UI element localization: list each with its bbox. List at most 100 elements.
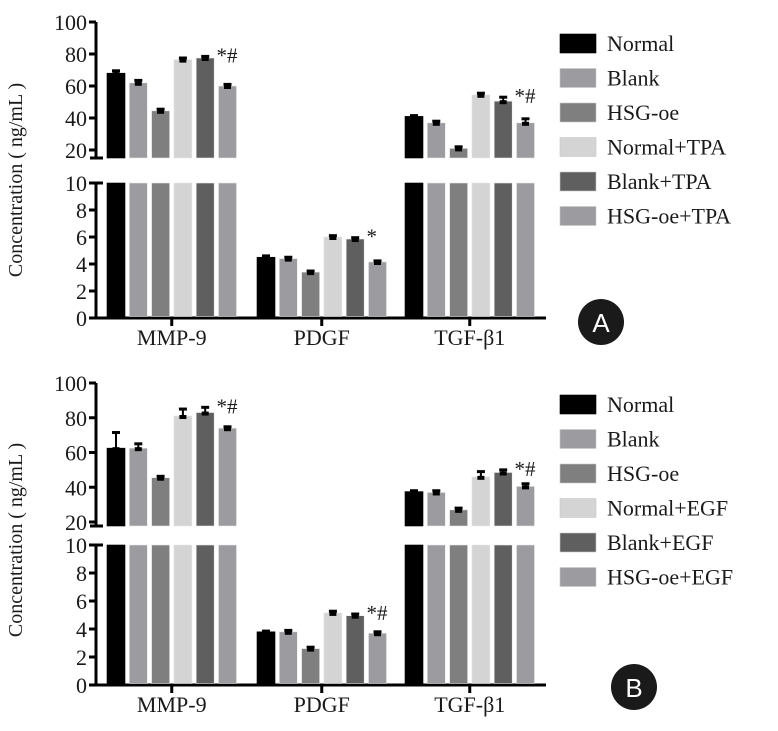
- error-mark: [307, 271, 315, 276]
- panel-badge-label: A: [592, 308, 610, 338]
- error-mark: [522, 121, 529, 126]
- x-tick-label: TGF-β1: [434, 325, 505, 350]
- significance-annotation: *#: [217, 394, 239, 418]
- bar: [151, 477, 170, 527]
- legend-label: HSG-oe: [607, 100, 679, 125]
- error-mark: [112, 72, 120, 77]
- bar: [173, 59, 193, 159]
- bar: [278, 631, 298, 684]
- bar: [195, 412, 215, 527]
- y-tick-label: 60: [65, 441, 87, 466]
- legend-swatch: [559, 498, 597, 518]
- x-tick-label: PDGF: [294, 325, 350, 350]
- bar: [323, 612, 343, 684]
- error-mark: [455, 147, 463, 152]
- legend-label: Blank: [607, 427, 660, 452]
- y-tick-label: 2: [76, 279, 87, 304]
- y-tick-label: 20: [65, 510, 87, 535]
- bar: [368, 261, 387, 317]
- error-mark: [157, 476, 165, 481]
- bar: [516, 486, 535, 527]
- y-tick-label: 80: [65, 406, 87, 431]
- bar: [106, 544, 126, 684]
- bar: [195, 182, 215, 317]
- panel-badge: [611, 664, 657, 710]
- error-mark: [201, 57, 209, 61]
- y-tick-label: 10: [65, 171, 87, 196]
- panel-b: 20 40 60 80 100 0 2 4 6 8 10 Concentration ( ng/mL …: [5, 371, 733, 717]
- bar: [404, 182, 424, 317]
- legend-swatch: [559, 567, 597, 587]
- bar: [195, 57, 215, 159]
- x-tick-label: TGF-β1: [434, 692, 505, 717]
- bar: [151, 110, 170, 159]
- legend-swatch: [559, 206, 597, 226]
- x-tick-label: MMP-9: [137, 692, 207, 717]
- y-axis-label: Concentration ( ng/mL ): [5, 443, 27, 637]
- error-mark: [112, 447, 120, 452]
- legend-swatch: [559, 33, 597, 54]
- bar: [301, 271, 320, 317]
- y-tick-label: 10: [65, 533, 87, 558]
- y-tick-label: 4: [76, 252, 87, 277]
- legend-label: Blank: [607, 66, 660, 91]
- legend-label: Normal: [607, 31, 674, 56]
- x-tick-label: MMP-9: [137, 325, 207, 350]
- significance-annotation: *#: [515, 84, 537, 108]
- bar: [404, 491, 424, 527]
- panel-badge-label: B: [625, 673, 642, 703]
- y-tick-label: 100: [54, 371, 87, 396]
- error-mark: [284, 257, 292, 262]
- bar: [195, 544, 215, 684]
- error-mark: [329, 611, 337, 616]
- error-mark: [455, 508, 463, 513]
- bar: [173, 544, 193, 684]
- legend-swatch: [559, 463, 597, 484]
- bar: [106, 182, 126, 317]
- error-mark: [179, 415, 187, 420]
- bar: [426, 544, 446, 684]
- bar: [471, 476, 491, 527]
- panel-badge: [578, 299, 624, 345]
- error-mark: [410, 115, 418, 120]
- bar: [301, 648, 320, 684]
- bar: [368, 632, 387, 684]
- error-mark: [374, 632, 381, 637]
- y-tick-label: 0: [76, 306, 87, 331]
- bar: [449, 182, 468, 317]
- legend-label: Normal+TPA: [607, 135, 726, 160]
- bar: [151, 182, 170, 317]
- legend-swatch: [559, 429, 597, 449]
- significance-annotation: *: [367, 225, 378, 249]
- bar: [449, 544, 468, 684]
- error-mark: [329, 236, 337, 240]
- bar: [471, 182, 491, 317]
- error-mark: [134, 447, 142, 452]
- bar: [323, 236, 343, 317]
- y-tick-label: 6: [76, 225, 87, 250]
- error-mark: [179, 58, 187, 63]
- legend-label: Blank+TPA: [607, 169, 712, 194]
- error-mark: [410, 490, 418, 495]
- bar: [256, 256, 276, 317]
- legend-label: HSG-oe: [607, 461, 679, 486]
- error-mark: [262, 630, 270, 635]
- significance-annotation: *#: [367, 601, 389, 625]
- x-tick-label: PDGF: [294, 692, 350, 717]
- y-tick-label: 6: [76, 589, 87, 614]
- error-mark: [224, 427, 231, 432]
- y-tick-label: 80: [65, 42, 87, 67]
- bar: [278, 258, 298, 317]
- error-mark: [477, 93, 485, 98]
- bar: [404, 116, 424, 159]
- legend-label: Normal: [607, 392, 674, 417]
- bar: [516, 182, 535, 317]
- legend-swatch: [559, 102, 597, 123]
- y-tick-label: 100: [54, 10, 87, 35]
- y-tick-label: 8: [76, 198, 87, 223]
- y-axis-label: Concentration ( ng/mL ): [5, 83, 27, 277]
- y-tick-label: 0: [76, 673, 87, 698]
- bar: [516, 122, 535, 159]
- legend-swatch: [559, 394, 597, 415]
- error-mark: [224, 85, 231, 89]
